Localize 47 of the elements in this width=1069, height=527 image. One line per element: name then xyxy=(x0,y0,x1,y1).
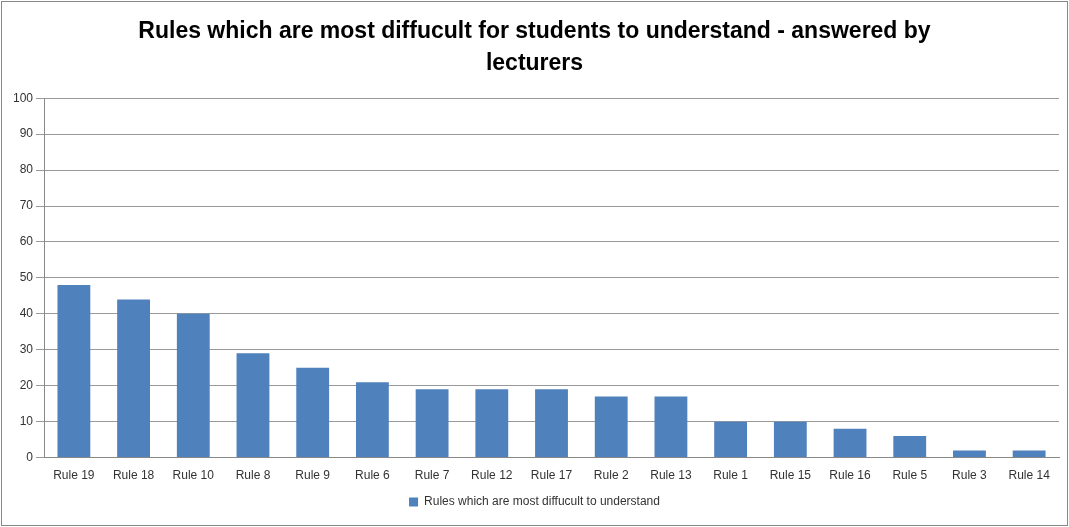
bar xyxy=(415,389,449,458)
bar xyxy=(833,428,867,458)
bar xyxy=(953,450,986,458)
x-tick-label: Rule 18 xyxy=(112,468,155,483)
bar xyxy=(176,313,210,458)
bar xyxy=(296,367,330,458)
bar xyxy=(1012,450,1046,458)
bar xyxy=(57,285,91,458)
x-tick-label: Rule 8 xyxy=(235,468,271,483)
bar xyxy=(714,421,748,458)
x-tick-label: Rule 17 xyxy=(530,468,573,483)
x-tick-label: Rule 15 xyxy=(769,468,812,483)
x-tick-label: Rule 6 xyxy=(355,468,391,483)
bar xyxy=(893,436,927,458)
bar xyxy=(475,389,509,458)
y-tick-label: 100 xyxy=(12,90,34,105)
chart-title: Rules which are most diffucult for students to understand - answered by lecturers xyxy=(137,16,932,77)
legend-label: Rules which are most diffucult to understand xyxy=(424,494,660,509)
bar xyxy=(773,421,807,458)
x-tick-label: Rule 7 xyxy=(414,468,450,483)
x-tick-label: Rule 14 xyxy=(1008,468,1051,483)
y-tick-label: 10 xyxy=(19,413,34,428)
bar xyxy=(535,389,568,458)
x-tick-label: Rule 10 xyxy=(172,468,215,483)
x-tick-label: Rule 1 xyxy=(713,468,749,483)
bar xyxy=(654,396,688,458)
y-tick-label: 90 xyxy=(19,126,34,141)
y-tick-label: 40 xyxy=(19,306,34,321)
x-tick-label: Rule 19 xyxy=(53,468,95,483)
y-tick-label: 70 xyxy=(19,198,34,213)
bar xyxy=(594,396,628,458)
y-tick-label: 20 xyxy=(19,378,34,393)
bar xyxy=(117,299,150,458)
x-tick-label: Rule 5 xyxy=(892,468,928,483)
bar xyxy=(355,382,389,458)
x-tick-label: Rule 13 xyxy=(650,468,692,483)
x-tick-label: Rule 16 xyxy=(829,468,872,483)
y-tick-label: 0 xyxy=(26,449,34,464)
y-tick-label: 80 xyxy=(19,162,34,177)
x-tick-label: Rule 9 xyxy=(295,468,331,483)
x-tick-label: Rule 3 xyxy=(952,468,988,483)
x-tick-label: Rule 2 xyxy=(593,468,629,483)
x-tick-label: Rule 12 xyxy=(471,468,513,483)
y-tick-label: 30 xyxy=(19,342,34,357)
y-tick-label: 50 xyxy=(19,270,34,285)
y-tick-label: 60 xyxy=(19,234,34,249)
bar xyxy=(236,353,270,458)
